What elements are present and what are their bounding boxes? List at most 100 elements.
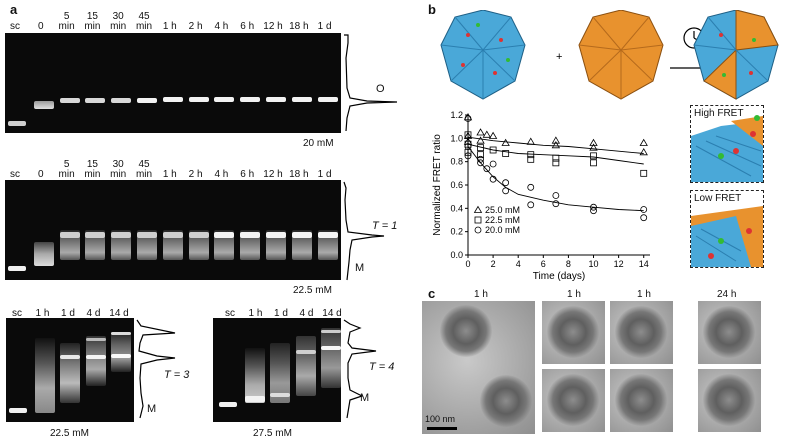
gel-band [321, 328, 341, 388]
micrograph-2b [542, 369, 605, 432]
high-fret-label: High FRET [694, 108, 744, 119]
lane-label: 4 d [299, 308, 314, 319]
data-point [488, 131, 498, 139]
data-point [527, 151, 535, 159]
lane-label: 15 min [84, 159, 101, 180]
br-gel-lane-labels: sc 1 h 1 d 4 d 14 d [210, 305, 345, 319]
lane-label: 5 min [58, 159, 75, 180]
data-point [640, 214, 648, 222]
lane-label: 1 d [61, 308, 75, 319]
data-point [463, 113, 473, 121]
lane-label: 30 min [110, 11, 127, 32]
br-gel-profile [343, 319, 377, 419]
data-point [501, 138, 510, 146]
data-point [477, 159, 484, 167]
bl-gel-profile [136, 319, 176, 419]
lane-label: 14 d [109, 308, 129, 319]
lane-label: 1 d [317, 169, 332, 180]
x-tick-label: 10 [589, 259, 599, 269]
top-gel-concentration: 20 mM [303, 138, 334, 149]
lane-label: 2 h [188, 169, 203, 180]
y-tick-label: 0.2 [450, 227, 463, 237]
top-profile-label: O [376, 83, 385, 95]
micrograph-4b [698, 369, 761, 432]
gel-band [111, 332, 131, 372]
data-point [502, 179, 510, 187]
mixed-polyhedron [693, 10, 779, 100]
x-tick-label: 12 [614, 259, 624, 269]
lane-label: 45 min [135, 159, 153, 180]
gel-band [214, 232, 235, 238]
lane-label: 4 h [214, 21, 229, 32]
lane-label: 0 [38, 21, 44, 32]
data-point [502, 187, 510, 195]
legend-label: 25.0 mM [485, 205, 520, 215]
gel-band [240, 232, 261, 238]
mid-gel-lane-labels: sc 0 5 min 15 min 30 min 45 min 1 h 2 h 4 h 6 h 12… [0, 156, 345, 180]
plus-sign: + [556, 51, 562, 63]
gel-band [188, 97, 209, 103]
data-point [464, 131, 472, 139]
lane-label: 45 min [135, 11, 153, 32]
data-point [464, 143, 472, 150]
lane-label: sc [12, 308, 22, 319]
orange-polyhedron [578, 10, 664, 100]
data-point [527, 201, 535, 209]
data-point [482, 130, 492, 138]
mid-gel-concentration: 22.5 mM [293, 285, 332, 296]
y-tick-label: 1.0 [450, 133, 463, 143]
data-point [589, 138, 598, 146]
gel-band [296, 336, 316, 396]
legend-label: 22.5 mM [485, 215, 520, 225]
gel-band [111, 354, 131, 358]
lane-label: 1 h [162, 21, 177, 32]
mid-profile-M-label: M [355, 262, 365, 274]
gel-band [266, 232, 286, 238]
gel-band [34, 242, 54, 266]
data-point [526, 137, 535, 145]
lane-label: 1 h [162, 169, 177, 180]
fit-line-2 [467, 146, 644, 212]
gel-band [137, 232, 157, 238]
data-point [502, 150, 510, 157]
low-fret-label: Low FRET [694, 193, 742, 204]
gel-band [245, 396, 265, 402]
br-profile-M-label: M [360, 392, 370, 404]
data-point [489, 160, 497, 168]
fret-chart: 0 2 4 6 8 10 12 14 0.0 0.2 0.4 0.6 0.8 1.0 1.2 Time (da… [432, 110, 650, 282]
lane-label: 1 h [35, 308, 50, 319]
gel-band [188, 232, 209, 238]
time-label-1: 1 h [474, 289, 488, 300]
lane-label: 12 h [263, 21, 283, 32]
lane-label: 12 h [263, 169, 283, 180]
data-point [640, 169, 648, 177]
gel-band [34, 101, 54, 109]
panel-a-label: a [10, 2, 18, 17]
gel-band [111, 332, 131, 335]
gel-band [86, 338, 106, 341]
gel-band [8, 266, 26, 271]
lane-label: 18 h [289, 21, 309, 32]
gel-band [111, 97, 132, 103]
mid-profile-T-label: T = 1 [372, 220, 398, 232]
gel-band [214, 97, 235, 103]
scale-bar [427, 427, 457, 430]
bl-gel-lane-labels: sc 1 h 1 d 4 d 14 d [0, 305, 140, 319]
time-label-3: 1 h [637, 289, 651, 300]
legend-marker [473, 205, 483, 213]
lane-label: 1 d [274, 308, 288, 319]
lane-label: 0 [38, 169, 44, 180]
br-gel-image [213, 318, 341, 422]
data-point [477, 144, 484, 152]
lane-label: 6 h [240, 21, 255, 32]
gel-band [296, 350, 316, 354]
lane-label: 30 min [110, 159, 127, 180]
x-tick-label: 8 [566, 259, 571, 269]
gel-band [162, 97, 183, 103]
lane-label: 4 d [86, 308, 101, 319]
bl-profile-T-label: T = 3 [164, 369, 190, 381]
data-point [552, 154, 560, 162]
bl-gel-concentration: 22.5 mM [50, 428, 89, 439]
low-fret-frame: Low FRET [690, 190, 764, 268]
x-tick-label: 14 [639, 259, 649, 269]
